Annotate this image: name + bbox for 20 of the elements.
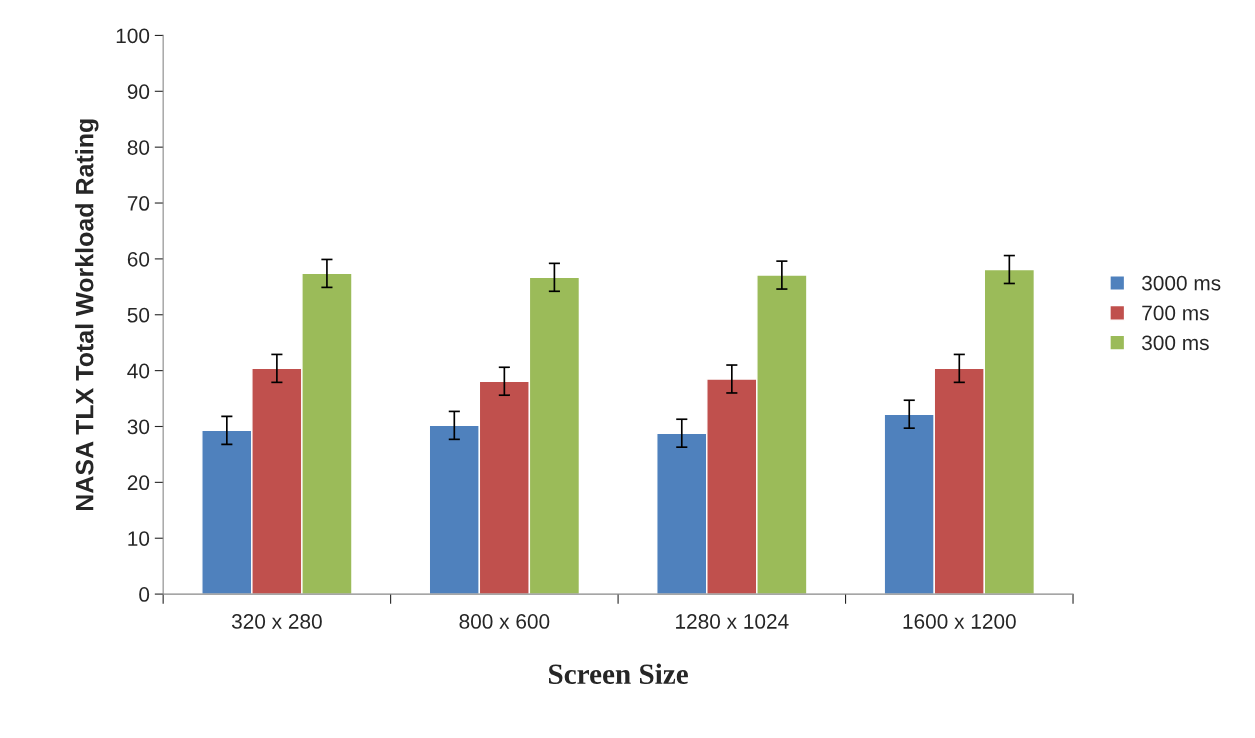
- legend-label: 300 ms: [1142, 335, 1209, 351]
- y-tick-label: 100: [116, 28, 150, 44]
- legend-label: 700 ms: [1142, 305, 1209, 321]
- y-tick-label: 20: [127, 475, 150, 491]
- y-tick-label: 50: [127, 307, 150, 323]
- x-axis-title: Screen Size: [549, 663, 688, 685]
- y-tick-label: 90: [127, 84, 150, 100]
- y-tick-label: 40: [127, 363, 150, 379]
- y-tick-label: 10: [128, 531, 150, 546]
- x-tick-label: 1280 x 1024: [676, 614, 789, 629]
- x-tick-label: 320 x 280: [231, 614, 322, 629]
- y-tick-label: 60: [127, 251, 150, 267]
- legend-label: 3000 ms: [1142, 275, 1221, 291]
- y-tick-label: 80: [127, 140, 150, 155]
- x-tick-label: 800 x 600: [459, 614, 550, 629]
- y-tick-label: 70: [127, 196, 150, 211]
- y-tick-label: 30: [127, 419, 150, 435]
- x-tick-label: 1600 x 1200: [903, 614, 1016, 629]
- y-tick-label: 0: [139, 587, 150, 602]
- y-axis-title: NASA TLX Total Workload Rating: [75, 119, 99, 511]
